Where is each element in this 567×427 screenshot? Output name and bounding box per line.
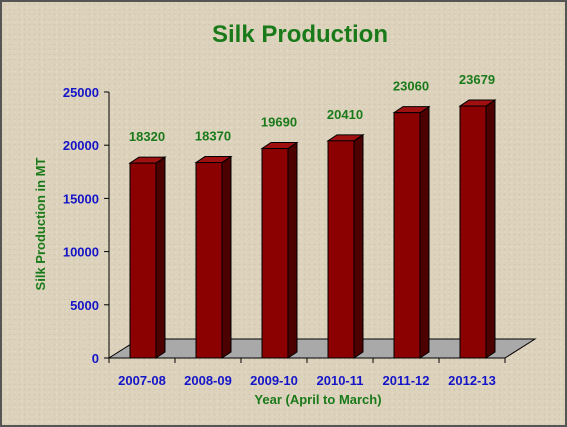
bar-side [287,141,298,359]
data-label: 23060 [393,79,429,94]
x-tick-label: 2009-10 [250,373,298,388]
data-label: 19690 [261,114,297,129]
bar-front [459,105,487,359]
bar-front [261,147,289,359]
chart-title: Silk Production [212,21,388,48]
bar-side [419,105,430,359]
bar-front [327,140,355,359]
bar-side [155,156,166,359]
bar-front [195,162,223,359]
y-tick-label: 10000 [63,245,99,260]
y-tick-label: 0 [92,351,99,366]
bar: 23060 [392,79,431,359]
y-tick-label: 20000 [63,138,99,153]
bar-front [129,162,157,359]
bar: 20410 [326,107,365,359]
y-tick-label: 15000 [63,191,99,206]
x-tick-label: 2011-12 [383,373,430,388]
bar-side [485,99,496,359]
x-tick-label: 2010-11 [317,373,364,388]
bars: 18320 18370 19690 20410 23060 23679 [128,72,497,359]
bar-side [353,133,364,359]
bar: 18320 [128,129,167,359]
y-axis-label: Silk Production in MT [33,157,48,290]
x-axis-label: Year (April to March) [254,392,381,407]
x-axis-ticks: 2007-08 2008-09 2009-10 2010-11 2011-12 2012-… [108,358,506,388]
x-tick-label: 2007-08 [118,373,166,388]
data-label: 23679 [459,72,495,87]
y-tick-label: 25000 [63,85,99,100]
y-tick-label: 5000 [70,298,99,313]
bar-side [221,155,232,359]
bar-front [393,112,421,359]
data-label: 18370 [195,129,231,144]
bar: 23679 [458,72,497,359]
bar: 19690 [260,114,299,359]
bar: 18370 [194,129,233,359]
data-label: 18320 [129,129,165,144]
x-tick-label: 2008-09 [184,373,232,388]
y-axis-ticks: 0 5000 10000 15000 20000 25000 [63,85,109,366]
data-label: 20410 [327,107,363,122]
x-tick-label: 2012-13 [448,373,496,388]
